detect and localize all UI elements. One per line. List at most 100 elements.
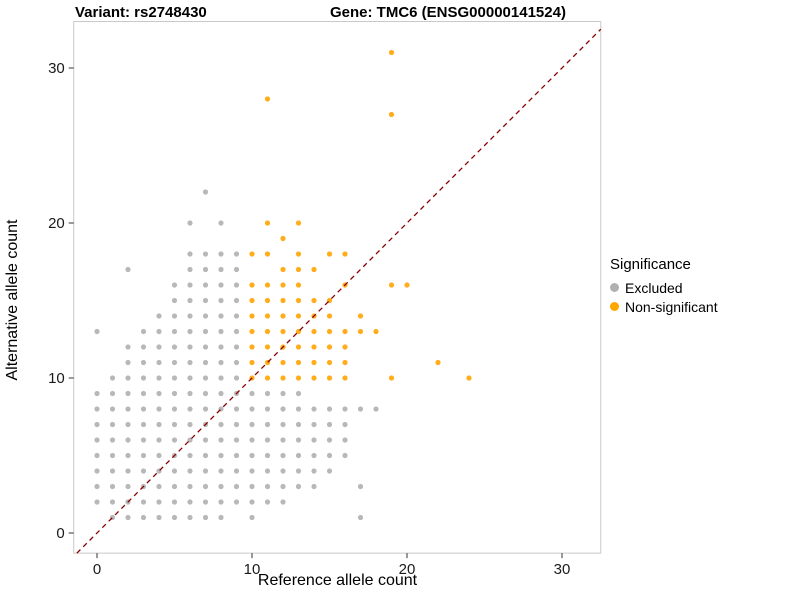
y-tick-label: 30 [48,60,65,77]
scatter-point-excluded [218,499,224,505]
scatter-point-excluded [109,499,116,505]
scatter-point-excluded [140,421,147,428]
scatter-point-excluded [311,468,317,474]
scatter-point-excluded [218,514,224,521]
scatter-point-excluded [202,452,209,459]
scatter-point-excluded [94,499,100,505]
scatter-point-excluded [295,468,302,474]
scatter-point-excluded [357,514,364,521]
scatter-point-excluded [187,421,193,428]
scatter-point-non-significant [249,297,255,304]
scatter-point-excluded [94,421,100,428]
scatter-point-non-significant [326,328,333,335]
scatter-point-excluded [295,452,302,459]
scatter-point-excluded [156,344,162,350]
scatter-point-excluded [202,406,209,412]
scatter-point-excluded [125,421,131,428]
scatter-point-excluded [233,499,240,505]
scatter-point-non-significant [373,328,379,335]
scatter-point-non-significant [311,266,317,273]
y-tick-label: 20 [48,215,65,232]
identity-line [76,28,602,554]
scatter-point-excluded [156,437,162,443]
scatter-point-excluded [233,452,240,459]
scatter-point-excluded [171,468,178,474]
scatter-point-excluded [140,468,147,474]
scatter-point-non-significant [311,359,317,366]
scatter-point-excluded [249,406,255,412]
scatter-point-excluded [156,499,162,505]
scatter-point-non-significant [435,359,441,366]
scatter-point-non-significant [404,282,410,288]
scatter-point-non-significant [295,375,302,381]
scatter-point-excluded [218,328,224,335]
scatter-point-excluded [264,452,271,459]
scatter-point-non-significant [311,328,317,335]
scatter-point-excluded [171,390,178,397]
scatter-point-excluded [125,452,131,459]
scatter-point-excluded [280,390,286,397]
scatter-point-non-significant [264,344,271,350]
scatter-point-non-significant [342,375,348,381]
scatter-point-excluded [125,266,131,273]
scatter-point-excluded [94,406,100,412]
panel-border [73,21,602,554]
scatter-point-excluded [233,375,240,381]
scatter-point-excluded [202,514,209,521]
scatter-point-excluded [218,313,224,319]
scatter-point-non-significant [249,359,255,366]
scatter-point-excluded [280,483,286,490]
scatter-point-excluded [94,452,100,459]
scatter-point-excluded [218,421,224,428]
scatter-point-excluded [171,499,178,505]
scatter-point-excluded [187,514,193,521]
scatter-point-excluded [311,406,317,412]
scatter-point-excluded [280,437,286,443]
scatter-point-excluded [125,437,131,443]
scatter-point-excluded [187,220,193,226]
scatter-point-non-significant [264,313,271,319]
scatter-point-excluded [156,452,162,459]
scatter-point-excluded [171,514,178,521]
scatter-point-excluded [249,390,255,397]
scatter-point-excluded [125,344,131,350]
scatter-point-non-significant [280,328,286,335]
scatter-point-excluded [342,437,348,443]
scatter-point-excluded [94,468,100,474]
scatter-point-excluded [202,499,209,505]
gene-title: Gene: TMC6 (ENSG00000141524) [330,4,566,21]
scatter-point-non-significant [280,375,286,381]
scatter-point-excluded [233,282,240,288]
scatter-point-excluded [140,390,147,397]
scatter-point-non-significant [249,282,255,288]
scatter-point-excluded [218,266,224,273]
scatter-point-excluded [156,483,162,490]
scatter-point-excluded [109,406,116,412]
scatter-point-excluded [218,437,224,443]
scatter-point-excluded [202,313,209,319]
scatter-point-excluded [156,313,162,319]
scatter-point-excluded [249,499,255,505]
scatter-point-non-significant [264,328,271,335]
scatter-point-excluded [233,297,240,304]
y-tick-label: 10 [48,370,65,387]
scatter-point-non-significant [342,359,348,366]
scatter-point-excluded [202,375,209,381]
scatter-point-excluded [187,390,193,397]
scatter-point-excluded [264,437,271,443]
scatter-point-excluded [109,375,116,381]
scatter-point-non-significant [466,375,472,381]
scatter-point-excluded [94,437,100,443]
scatter-point-non-significant [280,297,286,304]
scatter-point-non-significant [264,375,271,381]
scatter-point-excluded [202,344,209,350]
scatter-point-excluded [156,328,162,335]
scatter-point-non-significant [280,235,286,242]
scatter-point-excluded [125,390,131,397]
scatter-point-non-significant [295,297,302,304]
scatter-point-excluded [202,251,209,257]
scatter-point-non-significant [342,328,348,335]
scatter-point-excluded [171,375,178,381]
scatter-point-excluded [264,421,271,428]
scatter-point-excluded [249,437,255,443]
